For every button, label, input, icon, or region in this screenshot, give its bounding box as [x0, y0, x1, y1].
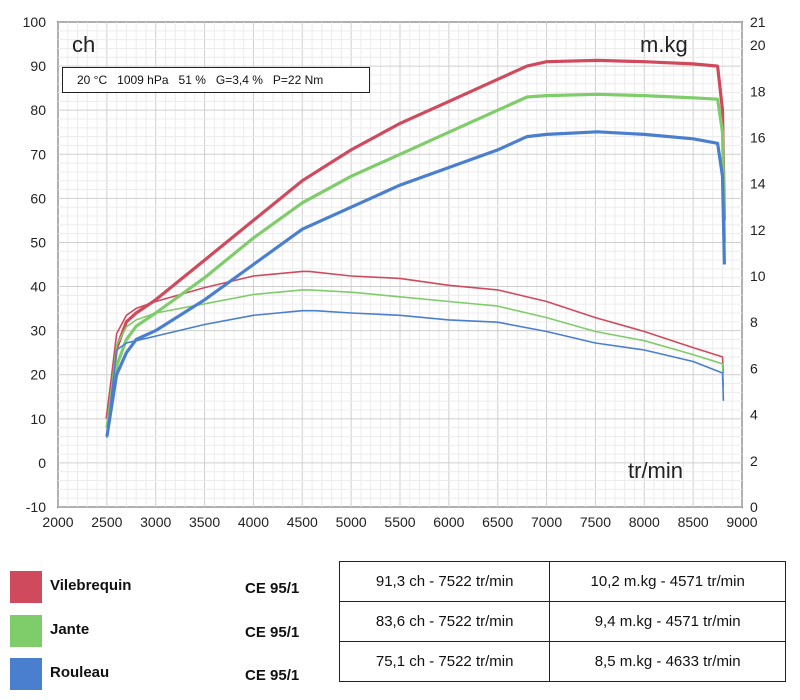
legend-code: CE 95/1 — [245, 580, 300, 597]
table-row: 91,3 ch - 7522 tr/min 10,2 m.kg - 4571 t… — [338, 561, 786, 602]
legend-item-rouleau: Rouleau CE 95/1 — [0, 654, 330, 694]
power-line-jante — [105, 92, 726, 428]
x-tick-label: 8000 — [629, 514, 660, 530]
y-right-tick-label: 12 — [750, 222, 766, 238]
y-right-tick-label: 14 — [750, 176, 766, 192]
legend-swatch — [10, 615, 42, 647]
x-tick-label: 4500 — [287, 514, 318, 530]
legend-code: CE 95/1 — [245, 624, 300, 641]
right-unit-label: m.kg — [640, 32, 688, 57]
x-tick-label: 4000 — [238, 514, 269, 530]
y-right-tick-label: 6 — [750, 360, 758, 376]
y-right-tick-label: 20 — [750, 37, 766, 53]
y-right-tick-label: 0 — [750, 499, 758, 515]
x-tick-label: 6500 — [482, 514, 513, 530]
x-tick-label: 2500 — [91, 514, 122, 530]
peak-torque-cell: 8,5 m.kg - 4633 tr/min — [549, 641, 786, 682]
peak-torque-cell: 9,4 m.kg - 4571 tr/min — [549, 601, 786, 642]
x-tick-label: 7500 — [580, 514, 611, 530]
y-right-tick-label: 2 — [750, 453, 758, 469]
y-right-tick-label: 4 — [750, 407, 758, 423]
legend-item-vilebrequin: Vilebrequin CE 95/1 — [0, 567, 330, 607]
torque-line-vilebrequin — [106, 270, 725, 415]
legend-item-jante: Jante CE 95/1 — [0, 611, 330, 651]
legend-swatch — [10, 571, 42, 603]
y-left-tick-label: 20 — [30, 367, 46, 383]
y-left-tick-label: 80 — [30, 102, 46, 118]
y-left-tick-label: 90 — [30, 58, 46, 74]
y-right-tick-label: 10 — [750, 268, 766, 284]
x-unit-label: tr/min — [628, 458, 683, 483]
x-tick-label: 9000 — [726, 514, 757, 530]
peak-power-cell: 83,6 ch - 7522 tr/min — [338, 601, 551, 642]
legend-swatch — [10, 658, 42, 690]
x-tick-label: 8500 — [678, 514, 709, 530]
peak-power-cell: 91,3 ch - 7522 tr/min — [338, 561, 551, 602]
y-right-tick-label: 21 — [750, 14, 766, 30]
y-right-tick-label: 18 — [750, 83, 766, 99]
y-left-tick-label: 10 — [30, 411, 46, 427]
x-tick-label: 2000 — [42, 514, 73, 530]
table-row: 75,1 ch - 7522 tr/min 8,5 m.kg - 4633 tr… — [338, 641, 786, 682]
torque-line-rouleau — [106, 309, 725, 438]
peak-torque-cell: 10,2 m.kg - 4571 tr/min — [549, 561, 786, 602]
x-tick-label: 3500 — [189, 514, 220, 530]
conditions-box: 20 °C 1009 hPa 51 % G=3,4 % P=22 Nm — [62, 67, 370, 93]
dyno-chart: 2000 2500 3000 3500 4000 4500 5000 5500 6000 6500… — [23, 14, 766, 530]
results-table: 91,3 ch - 7522 tr/min 10,2 m.kg - 4571 t… — [338, 561, 786, 682]
y-left-tick-label: 100 — [23, 14, 47, 30]
y-left-tick-label: 0 — [38, 455, 46, 471]
torque-line-jante — [106, 289, 725, 427]
legend-label: Vilebrequin — [50, 577, 132, 594]
peak-power-cell: 75,1 ch - 7522 tr/min — [338, 641, 551, 682]
legend-code: CE 95/1 — [245, 667, 300, 684]
y-right-tick-label: 16 — [750, 129, 766, 145]
power-line-vilebrequin — [105, 58, 726, 420]
y-left-tick-label: 70 — [30, 146, 46, 162]
x-tick-label: 3000 — [140, 514, 171, 530]
x-tick-label: 6000 — [433, 514, 464, 530]
y-left-tick-label: 50 — [30, 234, 46, 250]
legend-label: Jante — [50, 621, 90, 638]
x-tick-label: 7000 — [531, 514, 562, 530]
x-tick-label: 5500 — [384, 514, 415, 530]
y-right-tick-label: 8 — [750, 314, 758, 330]
y-left-tick-label: 30 — [30, 323, 46, 339]
left-unit-label: ch — [72, 32, 95, 57]
y-left-tick-label: 60 — [30, 190, 46, 206]
y-left-tick-label: -10 — [26, 499, 46, 515]
table-row: 83,6 ch - 7522 tr/min 9,4 m.kg - 4571 tr… — [338, 601, 786, 642]
y-left-tick-label: 40 — [30, 279, 46, 295]
power-line-rouleau — [105, 130, 726, 437]
legend-label: Rouleau — [50, 664, 110, 681]
x-tick-label: 5000 — [336, 514, 367, 530]
